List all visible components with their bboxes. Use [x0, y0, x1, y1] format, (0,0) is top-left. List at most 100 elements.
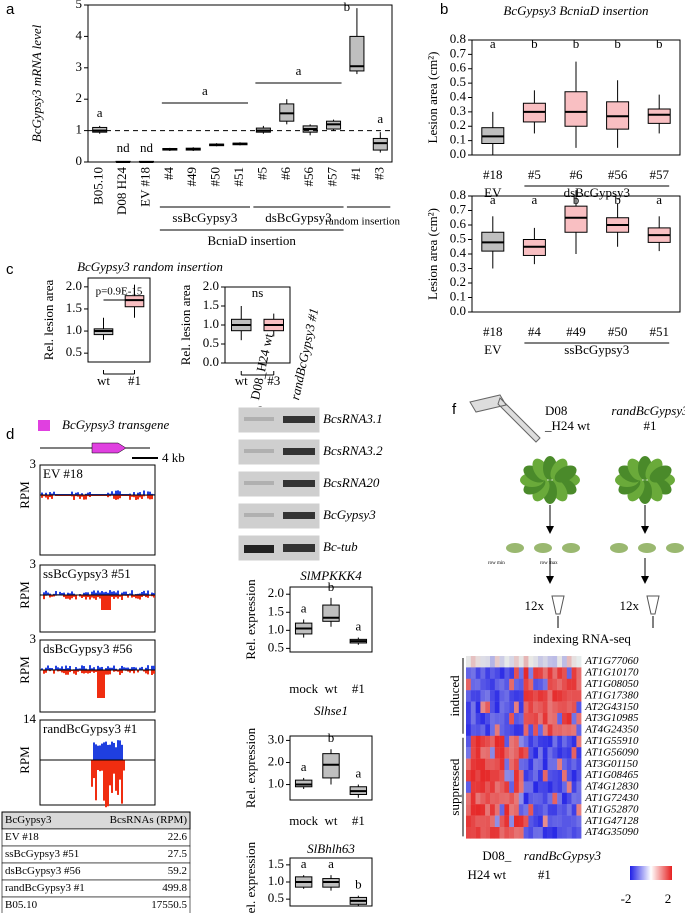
heatmap-cell	[533, 701, 539, 714]
heatmap-cell	[494, 804, 500, 816]
coverage-plus	[47, 665, 49, 670]
coverage-minus	[95, 670, 97, 672]
heatmap-cell	[509, 713, 515, 725]
heatmap-cell	[518, 747, 524, 759]
gene-label: AT1G08050	[584, 678, 639, 690]
coverage-minus	[85, 595, 87, 600]
group-label: random insertion	[325, 216, 400, 228]
heatmap-cell	[494, 678, 500, 691]
heatmap-cell	[542, 713, 548, 725]
coverage-plus	[111, 667, 113, 670]
heatmap-cell	[523, 656, 529, 668]
coverage-plus	[83, 666, 85, 670]
y-tick-label: 0.6	[450, 216, 467, 231]
y-tick-label: 0.2	[450, 274, 466, 289]
significance-letter: b	[328, 579, 335, 594]
heatmap-cell	[514, 690, 519, 702]
coverage-plus	[115, 668, 117, 670]
heatmap-cell	[528, 758, 534, 771]
heatmap-cell	[485, 770, 491, 782]
heatmap-cell	[547, 678, 553, 691]
coverage-plus	[81, 493, 83, 495]
heatmap-cell	[485, 735, 491, 748]
x-tick-label: #56	[301, 167, 316, 187]
heatmap-cell	[571, 690, 577, 702]
heatmap-cell	[480, 747, 486, 759]
heatmap-cell	[528, 656, 534, 668]
y-tick-label: 2.0	[268, 753, 284, 768]
y-tick-label: 0	[76, 153, 83, 168]
coverage-minus	[95, 760, 97, 801]
coverage-minus	[145, 670, 147, 674]
heatmap-cell	[571, 827, 577, 839]
y-tick-label: 3	[76, 59, 83, 74]
heatmap-cell	[523, 781, 529, 793]
coverage-minus	[87, 670, 89, 674]
heatmap-cell	[475, 724, 481, 736]
significance-letter: ns	[252, 285, 264, 300]
heatmap-cell	[504, 656, 510, 668]
heatmap-cell	[571, 815, 577, 828]
heatmap-cell	[528, 713, 534, 725]
coverage-plus	[55, 665, 57, 670]
coverage-minus	[75, 670, 77, 675]
box	[124, 295, 145, 308]
significance-letter: a	[301, 856, 307, 871]
coverage-plus	[151, 592, 153, 595]
coverage-minus	[143, 495, 145, 497]
y-tick-label: 0.0	[450, 303, 466, 318]
coverage-minus	[123, 760, 125, 771]
y-tick-label: 1.0	[66, 322, 82, 337]
significance-letter: a	[97, 105, 103, 120]
track-y-label: RPM	[17, 746, 32, 774]
coverage-minus	[105, 760, 107, 808]
heatmap-cell	[566, 667, 572, 679]
heatmap-cell	[566, 701, 572, 714]
x-tick-label: B05.10	[91, 167, 106, 205]
arrow-head	[546, 526, 554, 534]
x-tick-label: wt	[325, 813, 338, 828]
y-axis-label: Rel. expression	[243, 579, 258, 660]
heatmap-cell	[470, 724, 476, 736]
y-tick-label: 1.5	[66, 300, 82, 315]
heatmap-cell	[571, 678, 577, 691]
column-group-label: H24 wt	[467, 867, 506, 882]
heatmap-cell	[475, 678, 481, 691]
heatmap-cell	[571, 770, 577, 782]
significance-letter: a	[301, 759, 307, 774]
heatmap-cell	[547, 781, 553, 793]
y-tick-label: 0.1	[450, 132, 466, 147]
heatmap-cell	[480, 804, 486, 816]
heatmap-cell	[466, 690, 471, 702]
coverage-minus	[137, 670, 139, 673]
coverage-minus	[107, 760, 109, 807]
heatmap-cell	[494, 747, 500, 759]
heatmap-cell	[576, 747, 582, 759]
coverage-minus	[117, 595, 119, 599]
y-axis-label: Rel. lesion area	[41, 280, 56, 361]
y-axis-label: Lesion area (cm²)	[425, 52, 440, 144]
y-tick-label: 2	[76, 90, 83, 105]
heatmap-cell	[571, 724, 577, 736]
heatmap-cell	[552, 747, 558, 759]
heatmap-cell	[557, 667, 563, 679]
track-ymax: 3	[30, 631, 37, 646]
y-tick-label: 3.0	[268, 731, 284, 746]
coverage-minus	[111, 760, 113, 793]
arrow-head	[546, 576, 554, 584]
heatmap-cell	[562, 690, 567, 702]
y-tick-label: 0.5	[450, 74, 466, 89]
x-tick-label: #4	[528, 324, 542, 339]
x-tick-label: #51	[649, 324, 669, 339]
gene-label: AT4G35090	[584, 826, 639, 838]
heatmap-cell	[490, 667, 495, 679]
y-tick-label: 1.0	[203, 316, 219, 331]
heatmap-cell	[490, 804, 495, 816]
heatmap-cell	[566, 713, 572, 725]
heatmap-cell	[576, 781, 582, 793]
heatmap-cell	[538, 770, 543, 782]
tube	[646, 595, 660, 615]
x-tick-label: D08 H24	[114, 167, 129, 216]
x-tick-label: #4	[161, 167, 176, 181]
heatmap-cell	[490, 735, 495, 748]
